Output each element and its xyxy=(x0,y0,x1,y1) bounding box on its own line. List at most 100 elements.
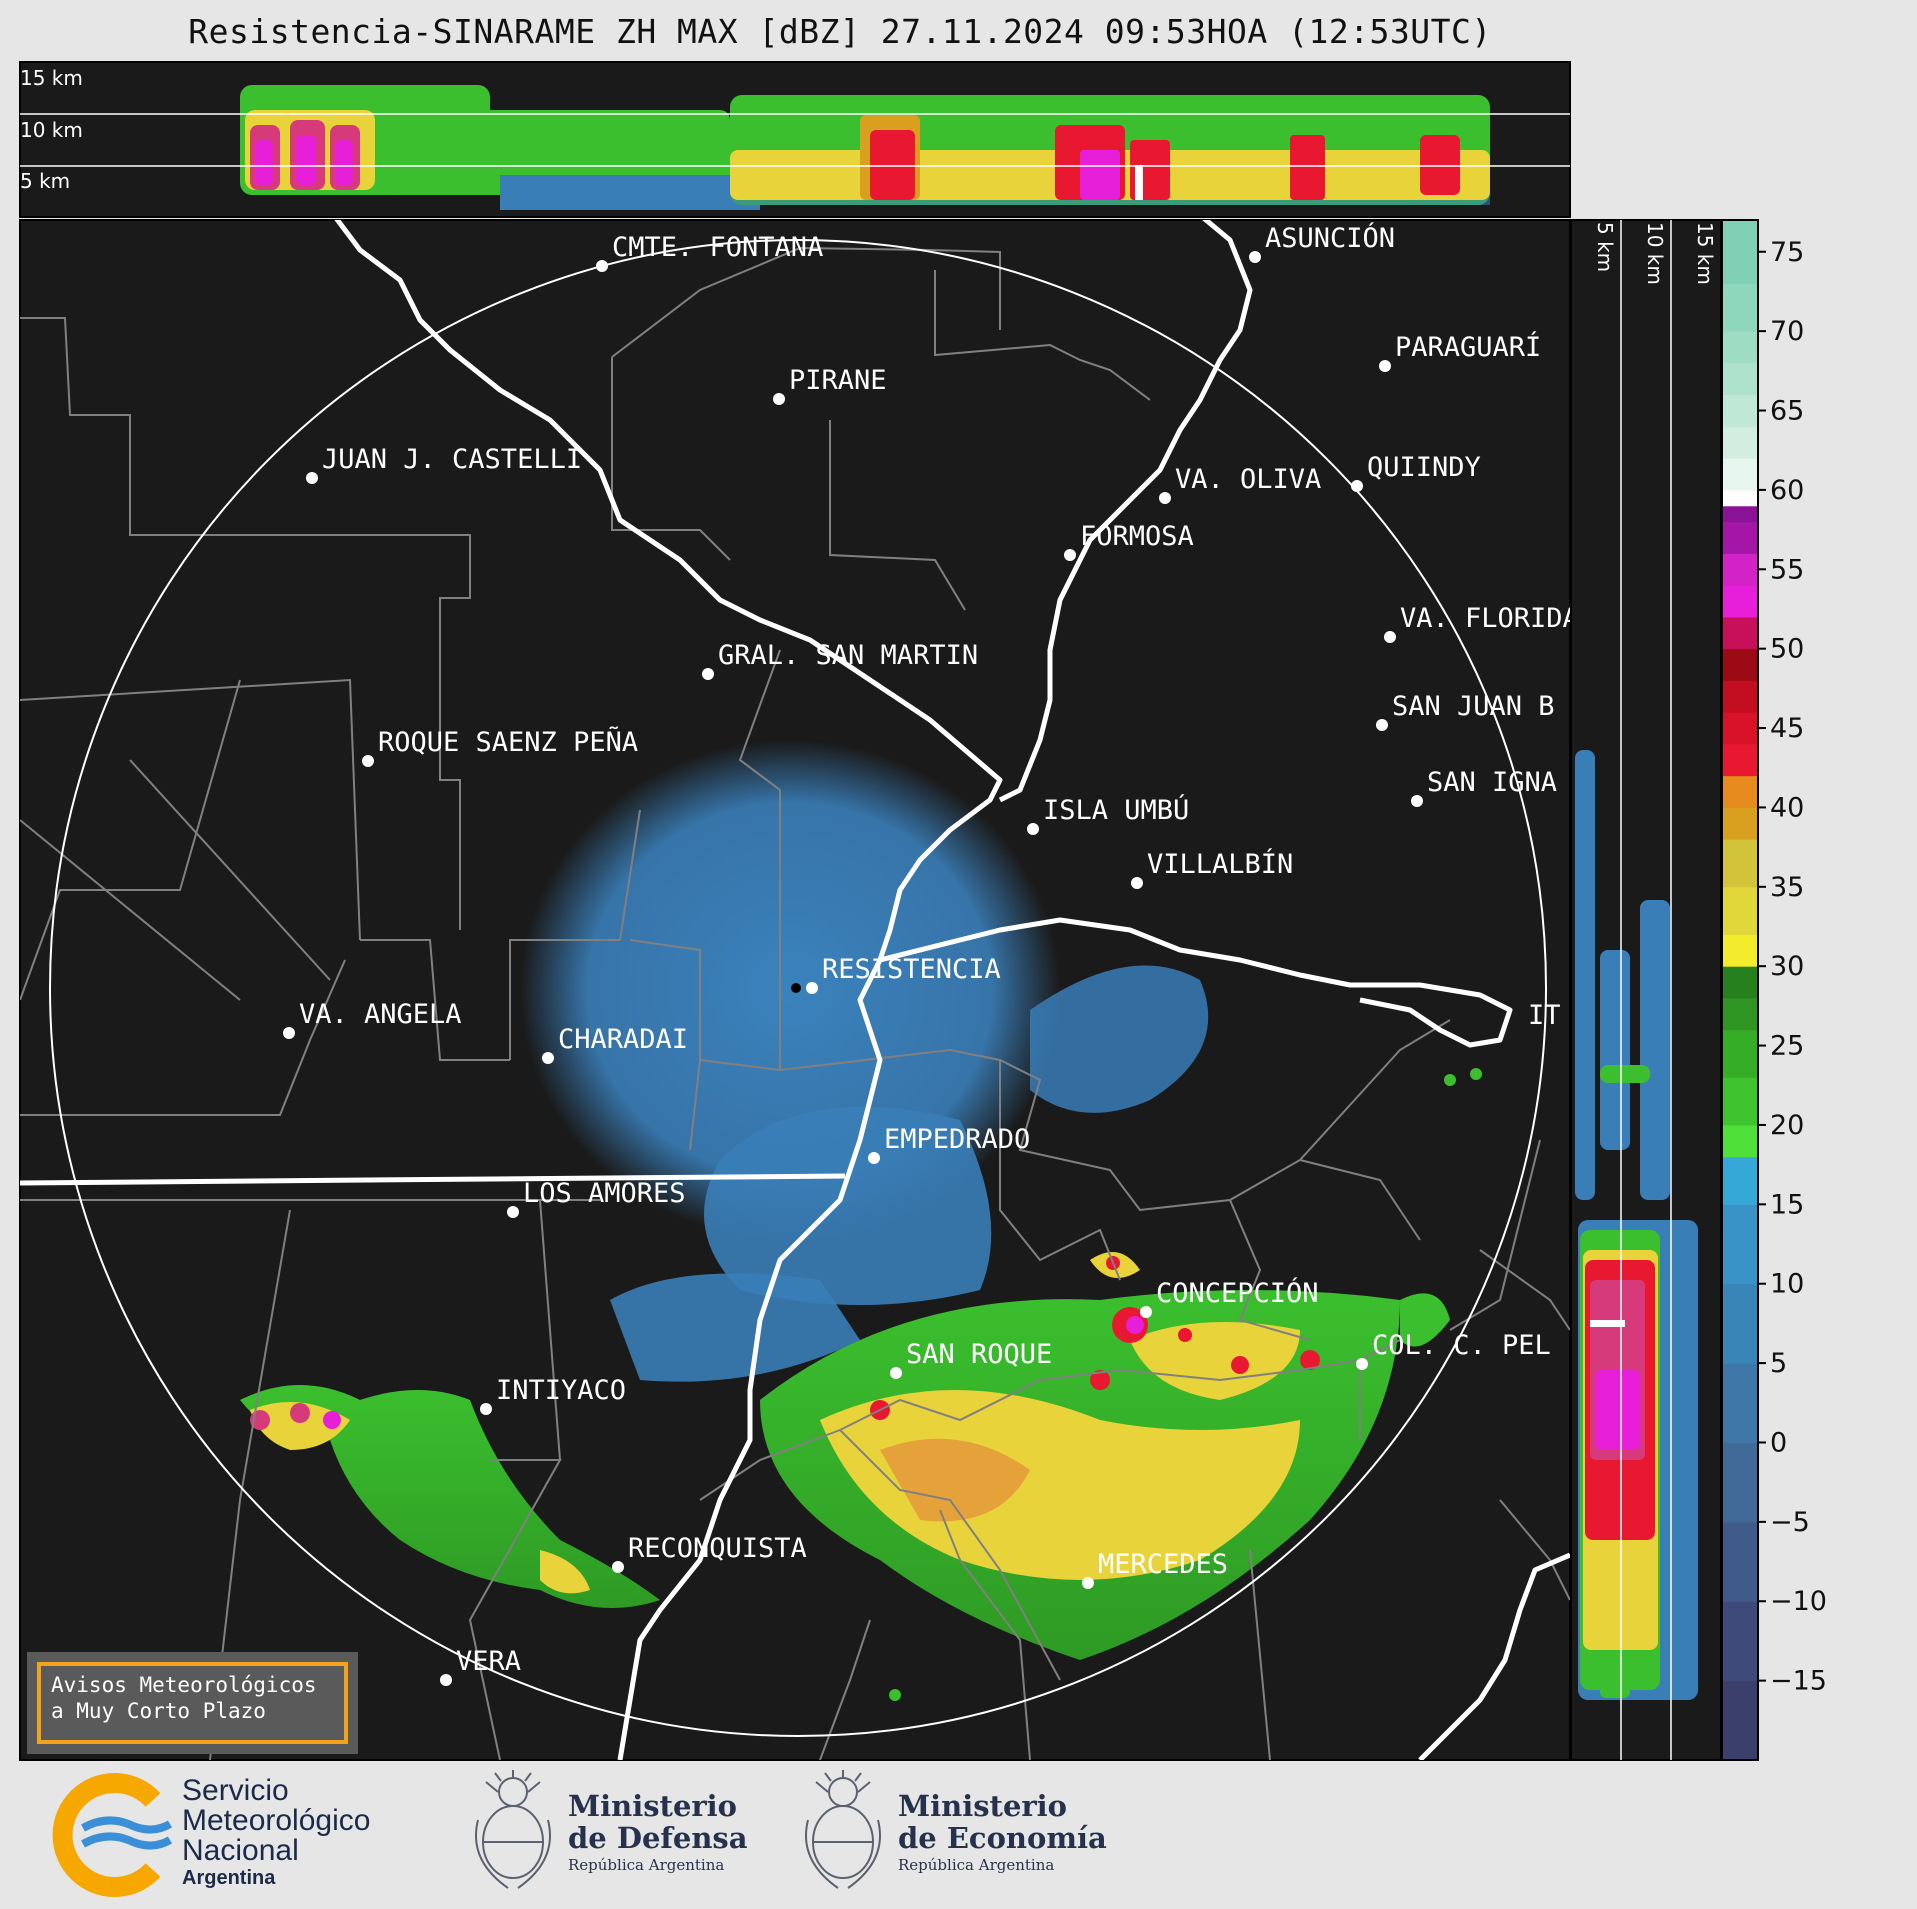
parana-paraguay-river xyxy=(334,220,1003,1760)
smn-emblem-icon xyxy=(52,1773,173,1897)
colorbar-band xyxy=(1722,680,1758,713)
radar-map-panel: CMTE. FONTANA ASUNCIÓN PARAGUARÍ PIRANE … xyxy=(19,219,1579,1761)
warning-box[interactable]: Avisos Meteorológicos a Muy Corto Plazo xyxy=(27,1652,358,1754)
colorbar-tick-label: −15 xyxy=(1770,1666,1827,1697)
colorbar-tick-label: 45 xyxy=(1770,713,1804,744)
colorbar-band xyxy=(1722,1363,1758,1443)
colorbar-tick-label: −5 xyxy=(1770,1507,1810,1538)
colorbar-band xyxy=(1722,553,1758,586)
city-dot-san-ignacio xyxy=(1411,795,1423,807)
top-label-10km: 10 km xyxy=(20,118,83,142)
colorbar-band xyxy=(1722,362,1758,396)
colorbar-band xyxy=(1722,997,1758,1031)
city-label-concepcion: CONCEPCIÓN xyxy=(1156,1277,1319,1309)
side-label-15km: 15 km xyxy=(1693,222,1717,285)
defensa-line-3: República Argentina xyxy=(568,1856,725,1874)
city-dot-mercedes xyxy=(1082,1577,1094,1589)
colorbar-band xyxy=(1722,331,1758,364)
radar-range-ring xyxy=(49,239,1547,1737)
city-markers: CMTE. FONTANA ASUNCIÓN PARAGUARÍ PIRANE … xyxy=(283,222,1579,1686)
city-dot-empedrado xyxy=(868,1152,880,1164)
city-dot-intiyaco xyxy=(480,1403,492,1415)
smn-line-3: Nacional xyxy=(182,1834,299,1867)
side-profile-panel: 5 km 10 km 15 km xyxy=(1570,219,1722,1761)
colorbar-tick-label: 70 xyxy=(1770,316,1804,347)
colorbar-tick-label: 5 xyxy=(1770,1348,1787,1379)
colorbar-band xyxy=(1722,1283,1758,1364)
city-label-san-juan-b: SAN JUAN B xyxy=(1392,691,1555,722)
city-dot-concepcion xyxy=(1140,1306,1152,1318)
colorbar-band xyxy=(1722,489,1758,507)
colorbar-band xyxy=(1722,807,1758,840)
city-label-mercedes: MERCEDES xyxy=(1098,1549,1228,1580)
colorbar-band xyxy=(1722,1680,1758,1761)
smn-logo: Servicio Meteorológico Nacional Argentin… xyxy=(48,1770,428,1900)
colorbar-tick-label: 65 xyxy=(1770,396,1804,427)
smn-line-4: Argentina xyxy=(182,1867,276,1889)
colorbar-band xyxy=(1722,220,1758,285)
uruguay-river xyxy=(1418,1552,1570,1760)
city-dot-gral-san-martin xyxy=(702,668,714,680)
city-label-isla-umbu: ISLA UMBÚ xyxy=(1043,794,1189,826)
city-label-vera: VERA xyxy=(456,1646,521,1677)
economia-line-3: República Argentina xyxy=(898,1856,1055,1874)
colorbar-tick-label: 35 xyxy=(1770,872,1804,903)
city-dot-quiindy xyxy=(1351,480,1363,492)
city-label-charadai: CHARADAI xyxy=(558,1024,688,1055)
warning-line-2: a Muy Corto Plazo xyxy=(51,1699,266,1723)
city-dot-cmte-fontana xyxy=(596,260,608,272)
city-label-col-c-pel: COL. C. PEL xyxy=(1372,1330,1551,1361)
city-label-pirane: PIRANE xyxy=(789,365,887,396)
city-label-quiindy: QUIINDY xyxy=(1367,452,1481,483)
defensa-logo: Ministerio de Defensa República Argentin… xyxy=(468,1770,768,1900)
city-dot-san-roque xyxy=(890,1367,902,1379)
city-dot-los-amores xyxy=(507,1206,519,1218)
city-label-roque-saenz-pena: ROQUE SAENZ PEÑA xyxy=(378,726,638,758)
argentina-coat-of-arms-icon-2 xyxy=(805,1770,881,1889)
city-dot-paraguari xyxy=(1379,360,1391,372)
colorbar-band xyxy=(1722,505,1758,523)
colorbar-band xyxy=(1722,1124,1758,1158)
defensa-line-1: Ministerio xyxy=(568,1789,738,1823)
city-label-resistencia: RESISTENCIA xyxy=(822,954,1001,985)
city-label-cmte-fontana: CMTE. FONTANA xyxy=(612,232,823,263)
city-dot-charadai xyxy=(542,1052,554,1064)
city-dot-pirane xyxy=(773,393,785,405)
city-label-villalbin: VILLALBÍN xyxy=(1147,848,1293,880)
colorbar-tick-label: 25 xyxy=(1770,1031,1804,1062)
administrative-borders xyxy=(20,246,1570,1760)
city-dot-va-florida xyxy=(1384,631,1396,643)
paraguay-river xyxy=(998,220,1253,803)
city-label-san-ignacio: SAN IGNA xyxy=(1427,767,1557,798)
top-profile-echoes xyxy=(240,85,1490,210)
city-label-reconquista: RECONQUISTA xyxy=(628,1533,807,1564)
top-label-15km: 15 km xyxy=(20,66,83,90)
city-dot-san-juan-b xyxy=(1376,719,1388,731)
parana-river-east xyxy=(879,917,1513,1048)
colorbar-band xyxy=(1722,521,1758,554)
argentina-coat-of-arms-icon xyxy=(475,1770,551,1889)
side-label-5km: 5 km xyxy=(1593,222,1617,272)
city-label-intiyaco: INTIYACO xyxy=(496,1375,626,1406)
economia-logo: Ministerio de Economía República Argenti… xyxy=(798,1770,1118,1900)
colorbar-band xyxy=(1722,1204,1758,1285)
colorbar-band xyxy=(1722,648,1758,681)
west-storm-line xyxy=(240,1385,660,1608)
warning-box-frame: Avisos Meteorológicos a Muy Corto Plazo xyxy=(37,1662,348,1744)
colorbar-band xyxy=(1722,616,1758,650)
colorbar-tick-label: 10 xyxy=(1770,1269,1804,1300)
colorbar-band xyxy=(1722,839,1758,888)
city-dot-asuncion xyxy=(1249,251,1261,263)
colorbar-band xyxy=(1722,458,1758,491)
colorbar-band xyxy=(1722,886,1758,935)
colorbar-band xyxy=(1722,1521,1758,1602)
colorbar-band xyxy=(1722,743,1758,777)
colorbar-band xyxy=(1722,1077,1758,1126)
colorbar-tick-label: −10 xyxy=(1770,1586,1827,1617)
warning-line-1: Avisos Meteorológicos xyxy=(51,1673,317,1697)
city-label-asuncion: ASUNCIÓN xyxy=(1265,222,1395,254)
economia-line-1: Ministerio xyxy=(898,1789,1068,1823)
colorbar-tick-label: 15 xyxy=(1770,1189,1804,1220)
city-label-va-florida: VA. FLORIDA xyxy=(1400,603,1579,634)
